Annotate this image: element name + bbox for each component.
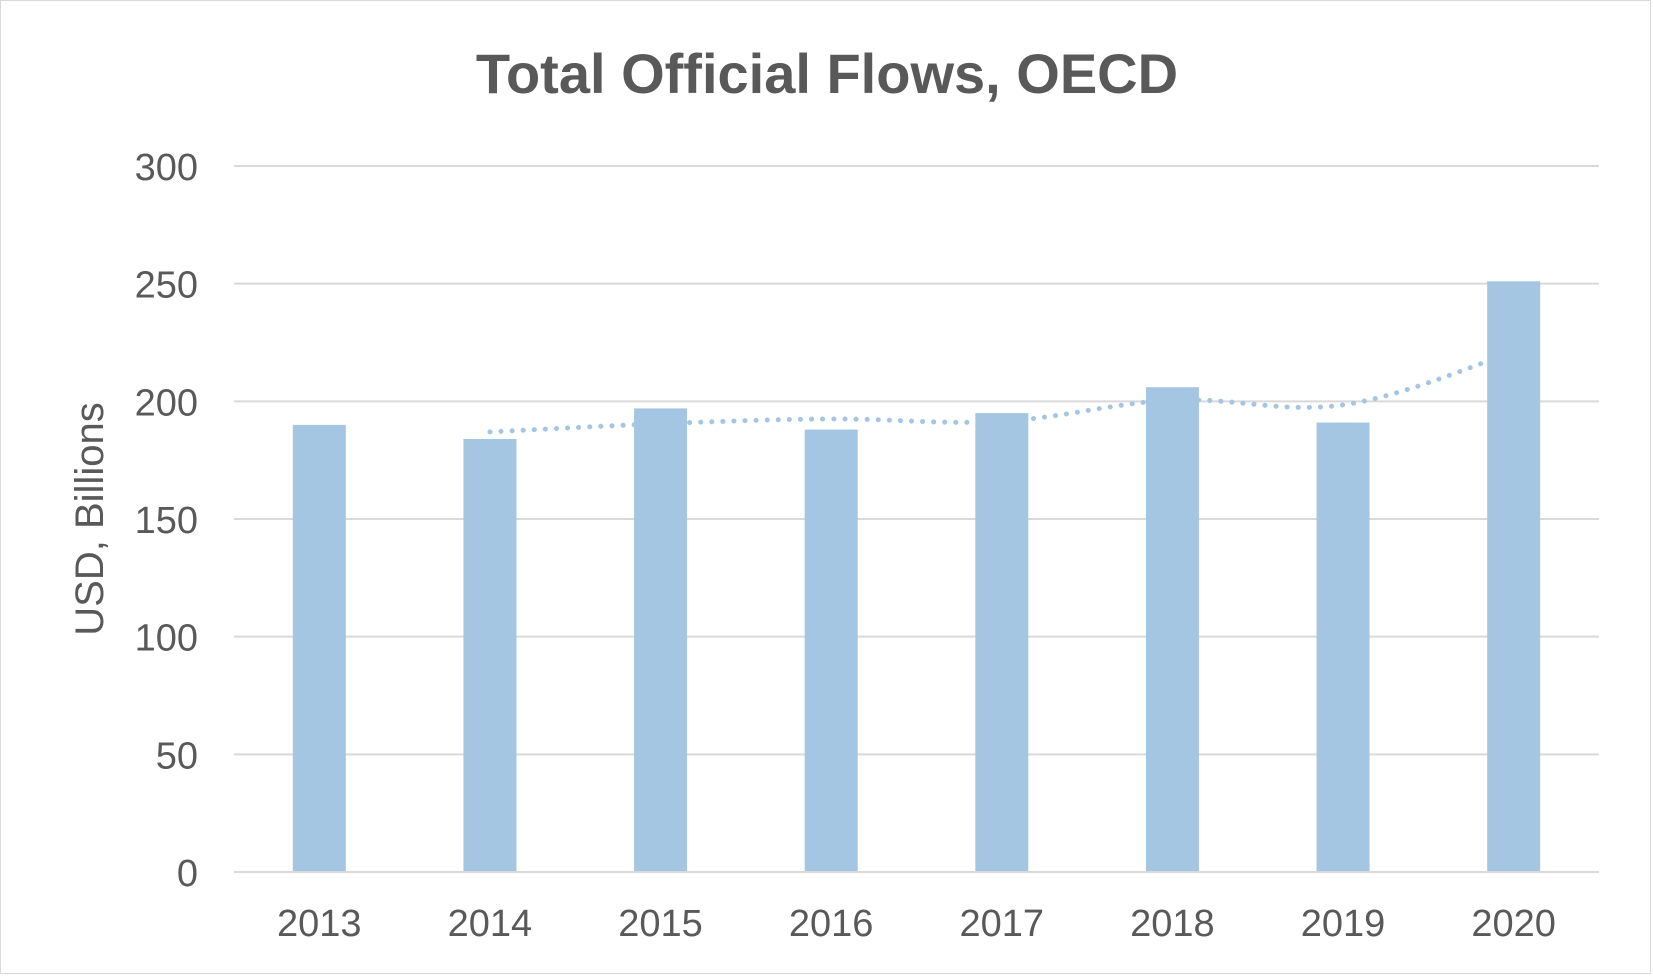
- x-tick-label: 2014: [448, 903, 533, 945]
- y-axis-ticks: 0 50 100 150 200 250 300: [135, 147, 198, 895]
- bar-2017: [975, 413, 1029, 872]
- x-axis-ticks: 2013 2014 2015 2016 2017 2018 2019 2020: [277, 903, 1556, 945]
- y-tick-label: 100: [135, 618, 198, 660]
- y-tick-label: 200: [135, 382, 198, 424]
- x-tick-label: 2017: [960, 903, 1045, 945]
- bar-2014: [463, 438, 517, 872]
- trendline-path: [487, 349, 1517, 435]
- x-tick-label: 2019: [1301, 903, 1386, 945]
- bars: [234, 281, 1599, 873]
- bar-2018: [1145, 387, 1199, 872]
- gridlines: [234, 165, 1599, 873]
- x-tick-label: 2015: [618, 903, 703, 945]
- bar-2016: [804, 429, 858, 872]
- y-tick-label: 250: [135, 265, 198, 307]
- y-tick-label: 300: [135, 147, 198, 189]
- y-axis-title: USD, Billions: [68, 402, 112, 635]
- bar-2013: [292, 424, 346, 872]
- y-tick-label: 50: [156, 735, 198, 777]
- x-tick-label: 2013: [277, 903, 362, 945]
- x-tick-label: 2016: [789, 903, 874, 945]
- bar-2015: [634, 408, 688, 872]
- bar-2020: [1487, 281, 1541, 872]
- y-tick-label: 0: [177, 853, 198, 895]
- trendline: [487, 349, 1517, 435]
- x-tick-label: 2020: [1471, 903, 1556, 945]
- chart-title: Total Official Flows, OECD: [476, 42, 1178, 105]
- bar-2019: [1316, 422, 1370, 872]
- x-tick-label: 2018: [1130, 903, 1215, 945]
- y-tick-label: 150: [135, 500, 198, 542]
